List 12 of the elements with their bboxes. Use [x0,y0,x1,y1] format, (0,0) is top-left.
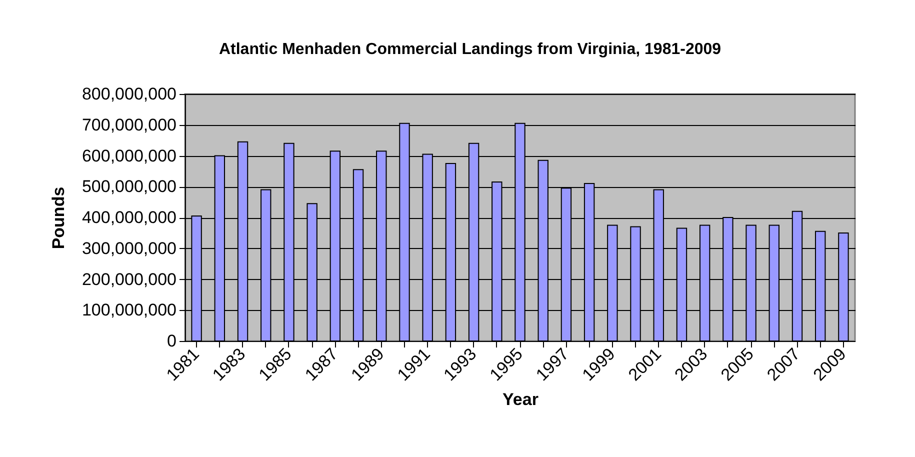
y-tick-label: 500,000,000 [82,177,176,196]
y-tick-label: 100,000,000 [82,300,176,320]
y-tick-label: 400,000,000 [82,208,176,227]
y-axis-title: Pounds [48,186,68,250]
y-tick-label: 300,000,000 [82,238,176,258]
y-tick-label: 200,000,000 [82,270,176,289]
y-tick-label: 600,000,000 [82,146,176,166]
x-axis-title: Year [502,390,539,409]
chart-title: Atlantic Menhaden Commercial Landings from Virginia, 1981-2009 [218,41,722,58]
y-tick-label: 700,000,000 [82,115,176,134]
y-tick-label: 800,000,000 [82,84,176,104]
y-tick-label: 0 [167,332,176,350]
